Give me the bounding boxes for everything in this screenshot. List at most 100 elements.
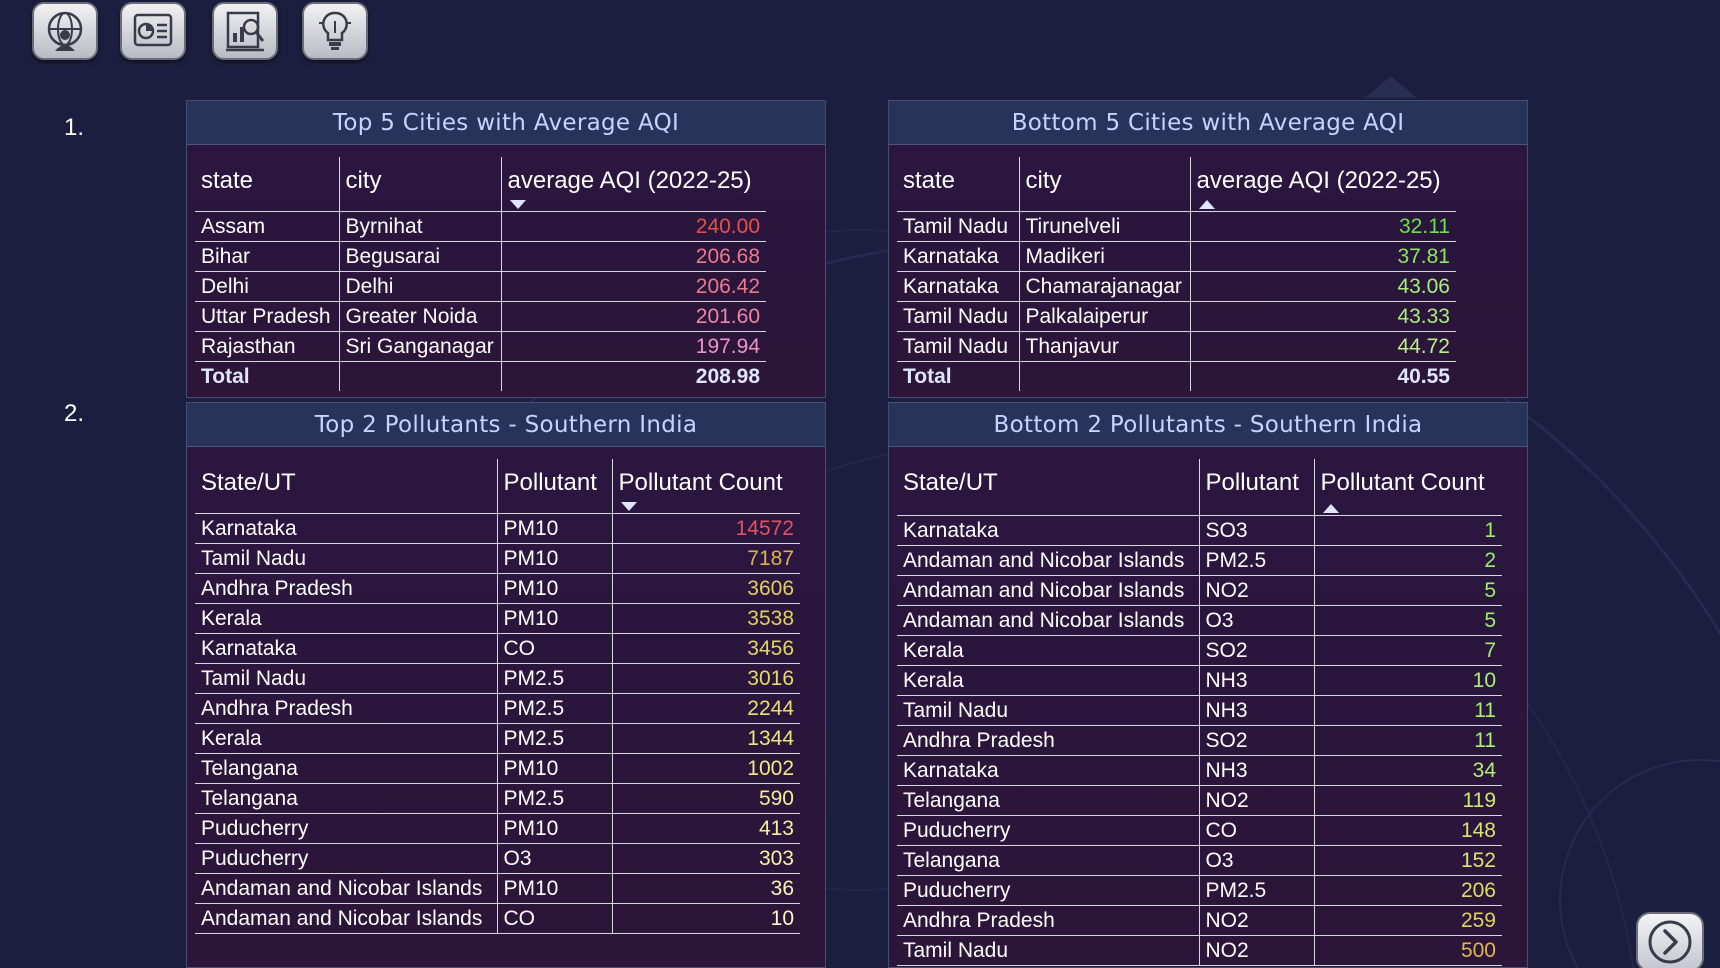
table-row[interactable]: Andaman and Nicobar Islands CO 10 — [195, 903, 800, 934]
cell-state-ut: Andaman and Nicobar Islands — [897, 605, 1199, 636]
table-row[interactable]: Puducherry CO 148 — [897, 815, 1502, 846]
column-header-state[interactable]: state — [897, 157, 1019, 212]
table-row[interactable]: Delhi Delhi 206.42 — [195, 271, 766, 302]
cell-state: Assam — [195, 211, 339, 242]
top-cities-table: state city average AQI (2022-25) Assam By… — [195, 157, 766, 391]
column-header-city[interactable]: city — [338, 157, 501, 212]
cell-city: Sri Ganganagar — [338, 331, 501, 362]
table-row[interactable]: Karnataka Chamarajanagar 43.06 — [897, 271, 1456, 302]
cell-pollutant: PM10 — [496, 543, 612, 574]
table-row[interactable]: Andhra Pradesh PM10 3606 — [195, 573, 800, 604]
table-row[interactable]: Tamil Nadu PM2.5 3016 — [195, 663, 800, 694]
cell-pollutant-count: 5 — [1313, 575, 1502, 606]
report-nav-button[interactable] — [120, 2, 186, 60]
column-header-pollutant-count[interactable]: Pollutant Count — [1313, 459, 1502, 516]
cell-pollutant-count: 36 — [611, 873, 800, 904]
cell-pollutant: SO3 — [1198, 515, 1314, 546]
cell-city: Madikeri — [1018, 241, 1190, 272]
table-row[interactable]: Tamil Nadu Palkalaiperur 43.33 — [897, 301, 1456, 332]
table-row[interactable]: Karnataka Madikeri 37.81 — [897, 241, 1456, 272]
cell-state-ut: Tamil Nadu — [195, 663, 497, 694]
cell-pollutant-count: 10 — [1313, 665, 1502, 696]
cell-state: Tamil Nadu — [897, 331, 1019, 362]
cell-state-ut: Tamil Nadu — [195, 543, 497, 574]
column-header-aqi[interactable]: average AQI (2022-25) — [500, 157, 766, 212]
column-header-state-ut[interactable]: State/UT — [195, 459, 497, 514]
cell-state: Karnataka — [897, 271, 1019, 302]
table-row[interactable]: Bihar Begusarai 206.68 — [195, 241, 766, 272]
table-row[interactable]: Andaman and Nicobar Islands O3 5 — [897, 605, 1502, 636]
table-row[interactable]: Tamil Nadu Tirunelveli 32.11 — [897, 211, 1456, 242]
column-header-state-ut[interactable]: State/UT — [897, 459, 1199, 516]
cell-state-ut: Kerala — [195, 723, 497, 754]
cell-pollutant: NO2 — [1198, 905, 1314, 936]
table-row[interactable]: Andaman and Nicobar Islands PM2.5 2 — [897, 545, 1502, 576]
table-row[interactable]: Andhra Pradesh PM2.5 2244 — [195, 693, 800, 724]
bulb-nav-button[interactable] — [302, 2, 368, 60]
cell-pollutant: PM10 — [496, 753, 612, 784]
table-row[interactable]: Andaman and Nicobar Islands PM10 36 — [195, 873, 800, 904]
cell-pollutant-count: 1 — [1313, 515, 1502, 546]
cell-pollutant-count: 34 — [1313, 755, 1502, 786]
next-page-button[interactable] — [1636, 912, 1704, 968]
cell-state-ut: Kerala — [195, 603, 497, 634]
cell-pollutant: NO2 — [1198, 935, 1314, 966]
table-row[interactable]: Andhra Pradesh NO2 259 — [897, 905, 1502, 936]
table-row[interactable]: Uttar Pradesh Greater Noida 201.60 — [195, 301, 766, 332]
table-row[interactable]: Puducherry O3 303 — [195, 843, 800, 874]
cell-aqi: 206.68 — [500, 241, 766, 272]
column-header-aqi[interactable]: average AQI (2022-25) — [1189, 157, 1456, 212]
column-header-pollutant-count[interactable]: Pollutant Count — [611, 459, 800, 514]
cell-pollutant: PM2.5 — [1198, 875, 1314, 906]
cell-state-ut: Andaman and Nicobar Islands — [897, 575, 1199, 606]
column-header-pollutant[interactable]: Pollutant — [1198, 459, 1314, 516]
globe-user-nav-button[interactable] — [32, 2, 98, 60]
table-row[interactable]: Assam Byrnihat 240.00 — [195, 211, 766, 242]
table-row[interactable]: Karnataka CO 3456 — [195, 633, 800, 664]
sort-ascending-icon — [1322, 503, 1339, 513]
cell-state: Uttar Pradesh — [195, 301, 339, 332]
cell-city: Byrnihat — [338, 211, 501, 242]
table-row[interactable]: Karnataka PM10 14572 — [195, 513, 800, 544]
table-row[interactable]: Kerala SO2 7 — [897, 635, 1502, 666]
table-row[interactable]: Kerala PM2.5 1344 — [195, 723, 800, 754]
table-row[interactable]: Tamil Nadu PM10 7187 — [195, 543, 800, 574]
column-header-pollutant[interactable]: Pollutant — [496, 459, 612, 514]
cell-pollutant-count: 14572 — [611, 513, 800, 544]
table-row[interactable]: Karnataka NH3 34 — [897, 755, 1502, 786]
cell-pollutant-count: 2 — [1313, 545, 1502, 576]
table-row[interactable]: Puducherry PM2.5 206 — [897, 875, 1502, 906]
table-row[interactable]: Andaman and Nicobar Islands NO2 5 — [897, 575, 1502, 606]
table-row[interactable]: Tamil Nadu Thanjavur 44.72 — [897, 331, 1456, 362]
column-header-state[interactable]: state — [195, 157, 339, 212]
table-row[interactable]: Telangana PM2.5 590 — [195, 783, 800, 814]
table-row[interactable]: Rajasthan Sri Ganganagar 197.94 — [195, 331, 766, 362]
cell-city: Delhi — [338, 271, 501, 302]
cell-state-ut: Tamil Nadu — [897, 695, 1199, 726]
analysis-nav-button[interactable] — [212, 2, 278, 60]
cell-pollutant-count: 303 — [611, 843, 800, 874]
table-row[interactable]: Andhra Pradesh SO2 11 — [897, 725, 1502, 756]
table-row[interactable]: Tamil Nadu NH3 11 — [897, 695, 1502, 726]
globe-user-icon — [47, 11, 83, 51]
table-row[interactable]: Tamil Nadu NO2 500 — [897, 935, 1502, 966]
total-label: Total — [903, 364, 952, 388]
table-row[interactable]: Telangana NO2 119 — [897, 785, 1502, 816]
cell-state-ut: Karnataka — [897, 515, 1199, 546]
cell-pollutant-count: 206 — [1313, 875, 1502, 906]
table-row[interactable]: Kerala NH3 10 — [897, 665, 1502, 696]
cell-pollutant: O3 — [496, 843, 612, 874]
column-header-city[interactable]: city — [1018, 157, 1190, 212]
table-row[interactable]: Telangana PM10 1002 — [195, 753, 800, 784]
total-empty-cell — [338, 361, 501, 391]
table-row[interactable]: Telangana O3 152 — [897, 845, 1502, 876]
table-row[interactable]: Karnataka SO3 1 — [897, 515, 1502, 546]
sort-descending-icon — [620, 501, 637, 511]
cell-state: Karnataka — [897, 241, 1019, 272]
cell-state: Rajasthan — [195, 331, 339, 362]
table-row[interactable]: Puducherry PM10 413 — [195, 813, 800, 844]
cell-pollutant: CO — [496, 633, 612, 664]
cell-pollutant: PM10 — [496, 603, 612, 634]
cell-pollutant: PM2.5 — [496, 723, 612, 754]
table-row[interactable]: Kerala PM10 3538 — [195, 603, 800, 634]
